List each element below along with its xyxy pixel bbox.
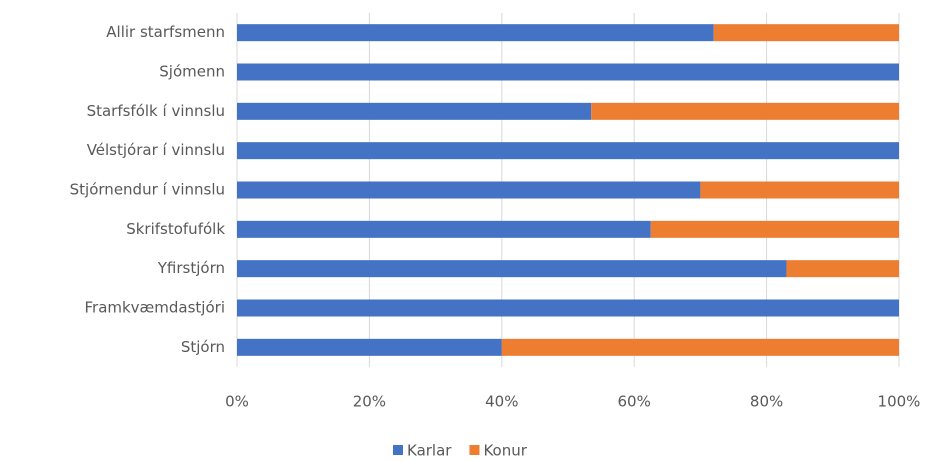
- bar-segment: [237, 338, 502, 356]
- y-tick-label: Sjómenn: [159, 63, 225, 81]
- x-tick-label: 80%: [750, 393, 783, 411]
- bar-segment: [501, 338, 899, 356]
- y-tick-label: Skrifstofufólk: [126, 220, 225, 238]
- bar-segment: [713, 24, 899, 42]
- bar-segment: [237, 220, 651, 238]
- bar-segment: [237, 142, 899, 160]
- y-tick-label: Framkvæmdastjóri: [84, 299, 225, 317]
- legend-label: Karlar: [407, 442, 452, 460]
- y-tick-label: Stjórn: [181, 338, 225, 356]
- x-tick-label: 100%: [878, 393, 921, 411]
- bar-segment: [237, 181, 701, 199]
- x-tick-label: 0%: [225, 393, 249, 411]
- legend-label: Konur: [483, 442, 527, 460]
- legend-swatch: [469, 445, 480, 455]
- legend-swatch: [393, 445, 403, 455]
- y-tick-label: Vélstjórar í vinnslu: [87, 141, 225, 159]
- x-tick-label: 60%: [618, 393, 651, 411]
- y-tick-label: Stjórnendur í vinnslu: [70, 181, 225, 199]
- bar-segment: [650, 220, 899, 238]
- y-tick-label: Yfirstjórn: [157, 259, 225, 277]
- bar-segment: [237, 24, 714, 42]
- bar-segment: [591, 102, 899, 120]
- bar-segment: [237, 260, 787, 278]
- bar-segment: [237, 102, 592, 120]
- y-tick-label: Starfsfólk í vinnslu: [87, 102, 225, 120]
- x-tick-label: 40%: [485, 393, 518, 411]
- y-tick-label: Allir starfsmenn: [106, 23, 225, 41]
- bar-segment: [237, 299, 899, 317]
- bar-segment: [237, 63, 899, 81]
- bar-segment: [786, 260, 899, 278]
- bar-segment: [700, 181, 899, 199]
- x-tick-label: 20%: [353, 393, 386, 411]
